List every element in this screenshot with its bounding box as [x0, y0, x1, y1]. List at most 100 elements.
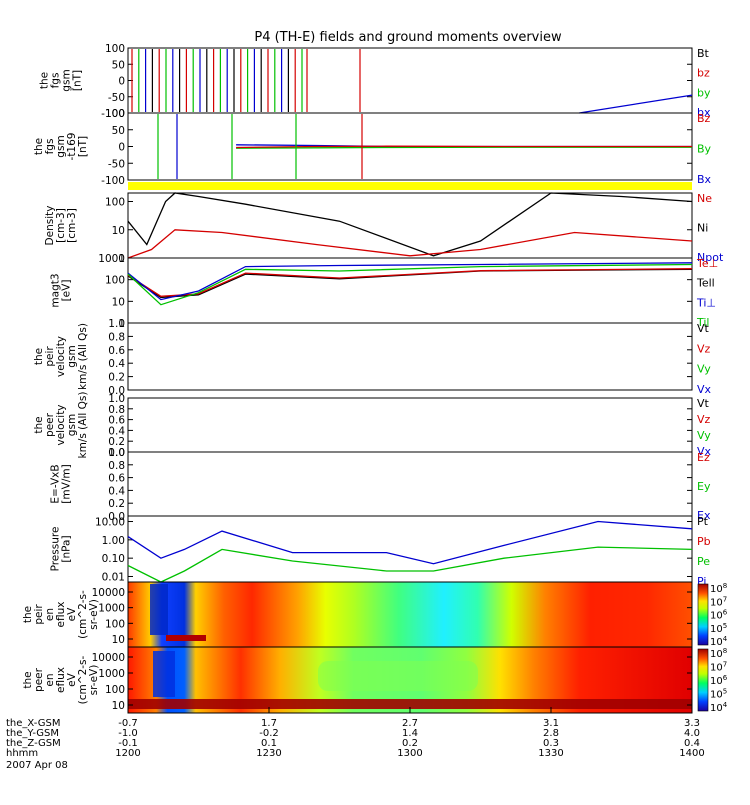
panel-frame	[127, 192, 693, 259]
x-axis-value: -0.7	[118, 718, 138, 729]
legend-entry-Ey: Ey	[697, 480, 711, 493]
colorbar-tick-label: 106	[710, 609, 728, 622]
y-tick-label: 0.0	[108, 511, 125, 523]
x-axis-value: 2.7	[402, 718, 418, 729]
y-tick-label: 0.8	[108, 331, 125, 343]
colorbar	[697, 583, 709, 646]
y-tick-label: 0.2	[108, 372, 125, 384]
y-axis-label: magt3 [eV]	[50, 273, 73, 307]
colorbar-tick-base: 10	[710, 637, 723, 648]
y-axis-label-line: eV	[66, 607, 78, 621]
y-tick-label: 0.4	[108, 358, 125, 370]
colorbar-tick-label: 108	[710, 582, 727, 595]
legend-entry-Ne: Ne	[697, 192, 712, 205]
legend-entry-Vx: Vx	[697, 445, 712, 458]
colorbar-tick-label: 107	[710, 595, 727, 608]
colorbar-tick-label: 105	[710, 688, 727, 701]
colorbar-tick-base: 10	[710, 584, 723, 595]
x-axis-value: 4.0	[684, 728, 700, 739]
y-axis-label-line: eflux	[55, 667, 67, 693]
colorbar-tick-exponent: 5	[723, 622, 727, 630]
y-tick-label: 10	[112, 700, 125, 712]
x-axis-value: 1230	[256, 748, 281, 759]
panel-frame	[127, 451, 693, 517]
y-tick-label: 0.6	[108, 345, 125, 357]
legend-entry-Bt: Bt	[697, 47, 710, 60]
y-axis-label: the peir velocity gsm km/s (All Qs)	[33, 323, 89, 390]
x-axis-value: 1.7	[261, 718, 277, 729]
y-tick-label: 0.4	[108, 485, 125, 497]
legend-entry-Pe: Pe	[697, 555, 710, 568]
y-axis-label-line: en	[44, 608, 56, 621]
y-tick-label: 50	[112, 59, 125, 71]
y-axis-label-line: Pressure	[50, 527, 62, 572]
legend-entry-Pb: Pb	[697, 535, 711, 548]
colorbar-tick-exponent: 5	[723, 688, 727, 696]
colorbar-tick-label: 106	[710, 674, 728, 687]
legend-entry-Te⊥: Te⊥	[696, 257, 718, 270]
y-axis-label-line: [cm-3]	[66, 208, 78, 243]
legend-entry-Tell: Tell	[696, 277, 715, 290]
panel-fgs: 100 50 0 -50 -100 the fgs gsm [nT] Bt bz by bx	[39, 43, 711, 120]
y-tick-label: 0.6	[108, 473, 125, 485]
y-axis-label: the peir en eflux eV (cm^2-s-sr-eV)	[22, 590, 100, 639]
y-tick-label: -100	[101, 175, 125, 187]
x-axis-value: -0.1	[118, 738, 138, 749]
legend-entry-Vt: Vt	[697, 322, 710, 335]
legend-entry-bz: bz	[697, 67, 710, 80]
y-tick-label: 0	[118, 142, 125, 154]
date-label: 2007 Apr 08	[6, 760, 68, 771]
y-axis-label-line: sr-eV)	[88, 665, 100, 696]
x-axis-value: 1330	[538, 748, 563, 759]
y-axis-label-line: peir	[33, 604, 45, 625]
colorbar-tick-base: 10	[710, 624, 723, 635]
y-tick-label: 1.0	[108, 393, 125, 405]
x-axis-value: 0.2	[402, 738, 418, 749]
y-axis-label-line: the	[39, 72, 51, 89]
series-line-Til	[127, 263, 693, 306]
y-tick-label: -50	[108, 92, 125, 104]
x-axis-row-label: the_X-GSM	[6, 718, 60, 729]
series-line-Ne	[127, 229, 693, 259]
y-axis-label-line: the	[22, 671, 34, 688]
y-tick-label: 0.2	[108, 498, 125, 510]
colorbar-tick-exponent: 8	[723, 582, 727, 590]
y-axis-label-line: E=-VxB	[50, 464, 62, 503]
legend-entry-by: by	[697, 86, 711, 99]
x-axis-value: 0.3	[543, 738, 559, 749]
legend-entry-Ez: Ez	[697, 451, 710, 464]
x-axis-row-label: the_Y-GSM	[6, 728, 59, 739]
legend-entry-Vz: Vz	[697, 413, 711, 426]
legend-entry-Vz: Vz	[697, 342, 711, 355]
x-axis-value: 1400	[679, 748, 704, 759]
y-axis-label: the peer en eflux eV (cm^2-s-sr-eV)	[22, 655, 100, 704]
legend-entry-Vy: Vy	[697, 429, 711, 442]
y-axis-label-line: -t169	[66, 133, 78, 161]
y-tick-label: 1000	[98, 668, 125, 680]
spectrogram-feature	[150, 584, 168, 635]
y-tick-label: 1.0	[108, 318, 125, 330]
x-axis-value: 1300	[397, 748, 422, 759]
x-axis-row-label: the_Z-GSM	[6, 738, 61, 749]
y-axis-label-line: gsm	[66, 345, 78, 367]
x-axis-value: -0.2	[259, 728, 279, 739]
y-axis-label-line: eV	[66, 672, 78, 686]
y-tick-label: 10000	[92, 652, 125, 664]
panel-fgs_sm: 100 50 0 -50 -100 the fgs gsm -t169 [nT] Bz By Bx	[33, 108, 712, 187]
y-axis-label: E=-VxB [mV/m]	[50, 464, 73, 503]
y-axis-label: the fgs gsm [nT]	[39, 69, 84, 91]
colorbar-tick-exponent: 6	[723, 674, 728, 682]
x-axis-value: 0.1	[261, 738, 277, 749]
panel-frame	[127, 397, 693, 453]
y-tick-label: 0.0	[108, 385, 125, 397]
y-tick-label: 0.6	[108, 415, 125, 427]
series-line-Ni	[127, 192, 693, 257]
y-tick-label: 0.01	[102, 571, 125, 583]
y-axis-label-line: km/s (All Qs)	[77, 323, 89, 390]
